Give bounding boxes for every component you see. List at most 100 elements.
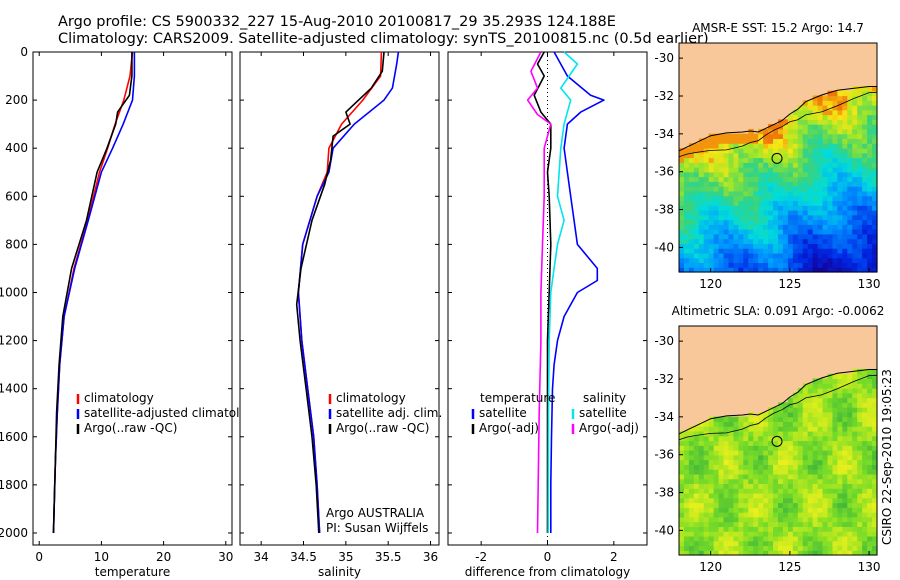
map-cell: [822, 407, 829, 413]
map-cell: [827, 90, 834, 97]
map-cell: [763, 435, 769, 442]
map-cell: [698, 531, 705, 537]
map-cell: [748, 502, 754, 508]
map-cell: [827, 411, 834, 418]
map-cell: [698, 147, 705, 154]
map-cell: [713, 492, 720, 499]
map-cell: [802, 383, 809, 389]
map-cell: [782, 411, 789, 418]
map-cell: [827, 205, 834, 211]
map-cell: [698, 138, 705, 144]
map-cell: [857, 450, 863, 456]
x-tick-label: 36: [423, 550, 438, 564]
map-cell: [837, 464, 843, 470]
map-cell: [782, 492, 789, 499]
map-cell: [842, 516, 848, 523]
map-cell: [713, 190, 720, 197]
map-cell: [872, 378, 878, 384]
map-cell: [787, 430, 794, 437]
map-cell: [837, 421, 843, 427]
map-cell: [763, 454, 769, 461]
map-cell: [812, 426, 819, 432]
map-cell: [842, 262, 848, 268]
map-cell: [743, 502, 749, 508]
map-cell: [832, 531, 838, 537]
map-cell: [807, 402, 814, 408]
map-cell: [797, 252, 804, 259]
map-cell: [847, 445, 853, 451]
map-cell: [857, 521, 863, 527]
map-cell: [718, 550, 725, 556]
map-cell: [693, 186, 700, 192]
map-cell: [852, 119, 858, 125]
map-cell: [679, 502, 685, 508]
map-cell: [763, 171, 769, 178]
map-cell: [807, 492, 814, 499]
map-cell: [782, 502, 789, 508]
map-cell: [872, 497, 878, 504]
map-cell: [837, 526, 843, 532]
map-cell: [763, 545, 769, 551]
map-cell: [842, 392, 848, 399]
map-cell: [827, 426, 834, 432]
map-cell: [738, 181, 744, 187]
map-cell: [758, 507, 764, 513]
map-cell: [817, 545, 824, 551]
map-cell: [832, 440, 838, 446]
map-cell: [738, 550, 744, 556]
map-cell: [867, 516, 873, 523]
map-cell: [693, 507, 700, 513]
map-cell: [738, 512, 744, 518]
map-cell: [693, 243, 700, 249]
map-cell: [817, 214, 824, 221]
map-cell: [832, 124, 838, 130]
map-cell: [867, 90, 873, 97]
map-cell: [857, 411, 863, 418]
map-cell: [738, 167, 744, 173]
map-cell: [703, 526, 710, 532]
map-cell: [857, 402, 863, 408]
map-cell: [778, 133, 784, 140]
map-cell: [773, 171, 779, 178]
map-cell: [782, 252, 789, 259]
map-cell: [802, 224, 809, 230]
map-cell: [748, 478, 754, 485]
map-cell: [832, 171, 838, 178]
map-cell: [812, 483, 819, 489]
map-cell: [782, 267, 789, 273]
map-cell: [867, 147, 873, 154]
map-cell: [738, 171, 744, 178]
map-cell: [847, 176, 853, 182]
map-cell: [867, 512, 873, 518]
map-cell: [748, 167, 754, 173]
map-cell: [778, 147, 784, 154]
map-cell: [857, 421, 863, 427]
map-cell: [743, 233, 749, 240]
map-cell: [847, 392, 853, 399]
map-cell: [817, 95, 824, 101]
map-cell: [713, 157, 720, 163]
map-cell: [847, 421, 853, 427]
map-cell: [852, 181, 858, 187]
map-cell: [773, 243, 779, 249]
map-cell: [748, 147, 754, 154]
map-cell: [867, 368, 873, 375]
map-cell: [827, 238, 834, 244]
map-cell: [713, 219, 720, 225]
map-cell: [768, 459, 774, 465]
map-cell: [847, 469, 853, 475]
map-cell: [842, 378, 848, 384]
map-cell: [797, 138, 804, 144]
map-cell: [787, 124, 794, 130]
map-cell: [763, 450, 769, 456]
map-cell: [683, 147, 690, 154]
map-cell: [802, 435, 809, 442]
map-cell: [708, 262, 715, 268]
map-cell: [768, 162, 774, 168]
map-cell: [758, 143, 764, 149]
x-tick-label: 30: [218, 550, 233, 564]
map-cell: [797, 550, 804, 556]
map-cell: [773, 195, 779, 202]
map-cell: [867, 435, 873, 442]
map-cell: [773, 497, 779, 504]
